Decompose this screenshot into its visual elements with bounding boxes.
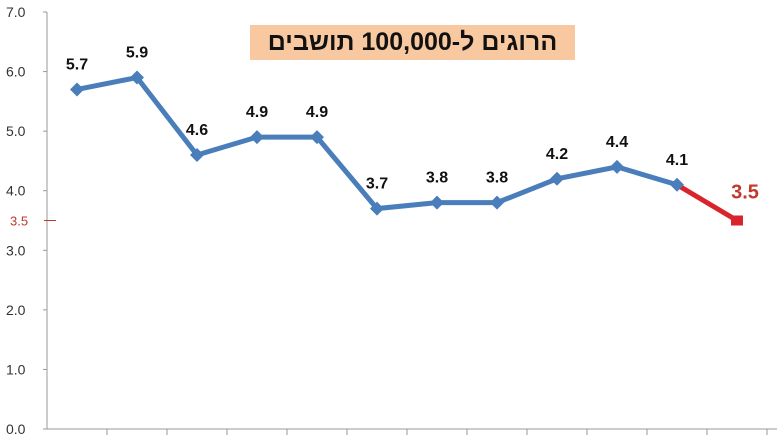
y-tick-label: 7.0 <box>6 4 26 20</box>
series-segment <box>314 134 380 212</box>
data-point <box>610 159 624 174</box>
data-point <box>190 147 204 162</box>
series-segment <box>74 75 140 92</box>
data-label: 3.8 <box>486 170 508 187</box>
highlight-tick-label: 3.5 <box>10 214 28 229</box>
data-label: 3.8 <box>426 170 448 187</box>
series-segment <box>194 134 260 158</box>
y-tick-label: 4.0 <box>6 183 26 199</box>
data-label: 4.4 <box>606 134 628 151</box>
y-tick-label: 6.0 <box>6 64 26 80</box>
data-point <box>430 195 444 210</box>
data-point <box>670 177 684 192</box>
series-segment <box>614 164 680 188</box>
series-segment <box>494 176 560 206</box>
data-label: 4.9 <box>246 104 268 121</box>
data-label: 3.7 <box>366 176 388 193</box>
y-tick-label: 5.0 <box>6 123 26 139</box>
data-point <box>250 130 264 145</box>
y-tick-label: 2.0 <box>6 302 26 318</box>
data-label: 4.9 <box>306 104 328 121</box>
data-point <box>490 195 504 210</box>
series-segment <box>554 164 620 182</box>
data-point <box>310 130 324 145</box>
data-label-highlight: 3.5 <box>731 182 759 204</box>
y-tick-label: 3.0 <box>6 242 26 258</box>
data-point <box>550 171 564 186</box>
chart-title: הרוגים ל-100,000 תושבים <box>250 25 575 60</box>
data-point <box>370 201 384 216</box>
data-label: 4.1 <box>666 152 688 169</box>
series-segment <box>674 182 740 223</box>
series-segment <box>134 75 200 158</box>
y-tick-label: 0.0 <box>6 421 26 437</box>
series-segment <box>374 200 440 212</box>
data-label: 5.9 <box>126 45 148 62</box>
data-label: 4.2 <box>546 146 568 163</box>
data-point <box>70 82 84 97</box>
data-label: 4.6 <box>186 122 208 139</box>
y-tick-label: 1.0 <box>6 361 26 377</box>
data-point <box>130 70 144 85</box>
data-point-highlight <box>731 215 743 226</box>
data-label: 5.7 <box>66 56 88 73</box>
